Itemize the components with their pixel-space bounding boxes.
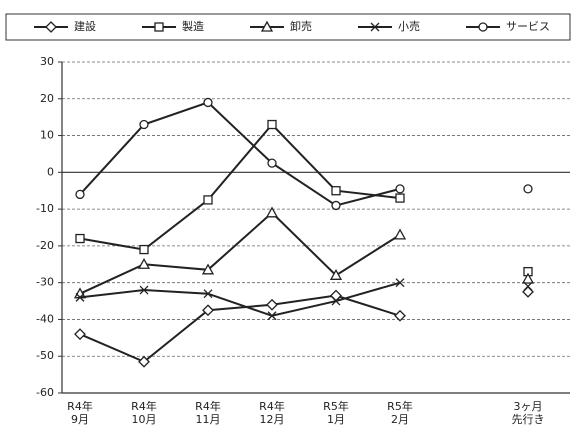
marker (331, 296, 341, 306)
y-tick-label: -20 (36, 239, 54, 252)
marker (45, 21, 57, 33)
marker (139, 119, 149, 130)
y-tick-label: -50 (36, 349, 54, 362)
y-tick-label: -10 (36, 202, 54, 215)
x-tick-label: 2月 (391, 413, 409, 426)
y-tick-label: 0 (47, 165, 54, 178)
marker (267, 311, 277, 321)
y-tick-label: -30 (36, 276, 54, 289)
marker (329, 268, 343, 280)
x-tick-label: R5年 (387, 399, 413, 413)
y-tick-label: -60 (36, 386, 54, 399)
marker (75, 292, 85, 302)
marker (154, 22, 164, 32)
marker (260, 20, 274, 32)
marker (203, 289, 213, 299)
legend-label: 建設 (74, 19, 96, 33)
x-tick-label: R4年 (195, 399, 221, 413)
marker (139, 285, 149, 295)
x-tick-label: 9月 (71, 413, 89, 426)
marker (203, 195, 213, 205)
x-tick-label: 11月 (196, 413, 221, 426)
x-tick-label: R4年 (131, 399, 157, 413)
marker (74, 328, 86, 341)
marker (267, 158, 277, 168)
x-tick-label: 3ヶ月 (514, 400, 543, 413)
x-tick-label: R4年 (259, 399, 285, 413)
y-tick-label: -40 (36, 312, 54, 325)
legend-label: 製造 (182, 19, 204, 33)
x-tick-label: 1月 (327, 413, 345, 426)
marker (395, 184, 405, 194)
marker (393, 228, 407, 240)
legend-label: 卸売 (290, 19, 312, 33)
legend-label: 小売 (398, 20, 420, 33)
marker (523, 184, 533, 194)
marker (521, 272, 535, 284)
marker (395, 278, 405, 288)
marker (202, 304, 214, 317)
marker (394, 309, 406, 322)
marker (137, 257, 151, 269)
marker (331, 186, 341, 196)
x-tick-label: 10月 (132, 413, 157, 426)
y-tick-label: 20 (40, 92, 54, 105)
marker (395, 193, 405, 203)
x-tick-label: R5年 (323, 399, 349, 413)
marker (523, 281, 533, 291)
marker (370, 22, 380, 32)
marker (75, 189, 85, 200)
marker (266, 298, 278, 311)
marker (75, 233, 85, 244)
marker (265, 206, 279, 218)
x-tick-label: R4年 (67, 399, 93, 413)
legend-label: サービス (506, 20, 550, 33)
x-tick-label: 先行き (512, 413, 545, 426)
marker (203, 97, 213, 108)
marker (267, 119, 277, 130)
x-tick-label: 12月 (260, 413, 285, 426)
y-tick-label: 30 (40, 55, 54, 68)
y-tick-label: 10 (40, 129, 54, 142)
marker (138, 355, 150, 368)
marker (331, 200, 341, 211)
marker (139, 244, 149, 255)
marker (478, 22, 488, 32)
marker (201, 263, 215, 275)
